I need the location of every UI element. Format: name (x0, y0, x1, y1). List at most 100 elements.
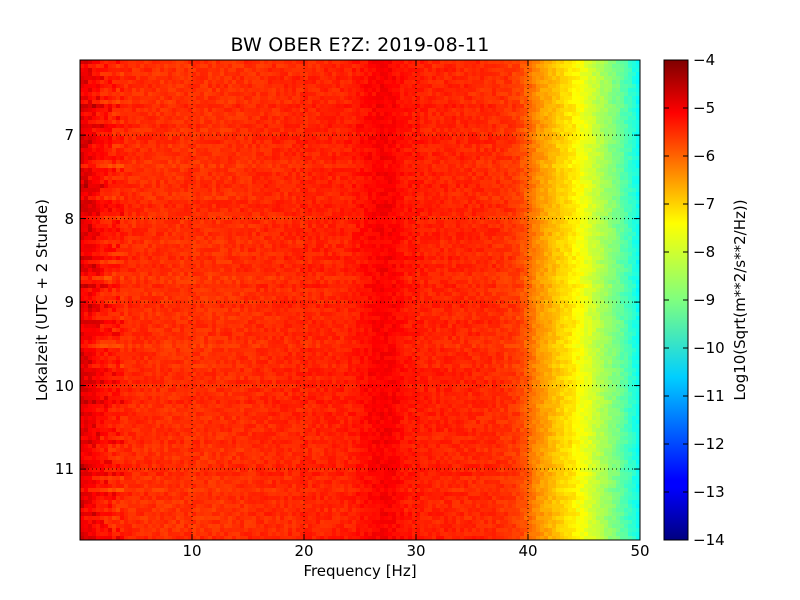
heatmap-cell (352, 148, 357, 153)
heatmap-cell (372, 88, 377, 93)
heatmap-cell (424, 176, 429, 181)
heatmap-cell (292, 168, 297, 173)
heatmap-cell (468, 168, 473, 173)
heatmap-cell (512, 92, 517, 97)
heatmap-cell (588, 136, 593, 141)
heatmap-cell (312, 124, 317, 129)
heatmap-cell (532, 172, 537, 177)
heatmap-cell (444, 92, 449, 97)
heatmap-cell (196, 156, 201, 161)
heatmap-cell (404, 164, 409, 169)
heatmap-cell (444, 128, 449, 133)
heatmap-cell (384, 124, 389, 129)
heatmap-cell (240, 112, 245, 117)
heatmap-cell (152, 124, 157, 129)
heatmap-cell (232, 80, 237, 85)
heatmap-cell (392, 132, 397, 137)
heatmap-cell (496, 112, 501, 117)
heatmap-cell (108, 128, 113, 133)
heatmap-cell (276, 80, 281, 85)
heatmap-cell (396, 172, 401, 177)
heatmap-cell (148, 92, 153, 97)
heatmap-cell (384, 120, 389, 125)
heatmap-cell (92, 180, 97, 185)
heatmap-cell (440, 152, 445, 157)
heatmap-cell (420, 128, 425, 133)
heatmap-cell (376, 152, 381, 157)
heatmap-cell (564, 168, 569, 173)
heatmap-cell (112, 76, 117, 81)
heatmap-cell (92, 96, 97, 101)
heatmap-cell (344, 116, 349, 121)
heatmap-cell (420, 100, 425, 105)
heatmap-cell (160, 108, 165, 113)
heatmap-cell (428, 120, 433, 125)
heatmap-cell (104, 148, 109, 153)
heatmap-cell (284, 100, 289, 105)
heatmap-cell (84, 108, 89, 113)
heatmap-cell (152, 84, 157, 89)
heatmap-cell (248, 96, 253, 101)
heatmap-cell (120, 76, 125, 81)
heatmap-cell (144, 140, 149, 145)
heatmap-cell (328, 144, 333, 149)
heatmap-cell (336, 152, 341, 157)
heatmap-cell (252, 148, 257, 153)
heatmap-cell (384, 88, 389, 93)
heatmap-cell (616, 156, 621, 161)
heatmap-cell (596, 100, 601, 105)
heatmap-cell (556, 116, 561, 121)
heatmap-cell (348, 80, 353, 85)
heatmap-cell (316, 104, 321, 109)
heatmap-cell (408, 76, 413, 81)
heatmap-cell (476, 136, 481, 141)
heatmap-cell (372, 136, 377, 141)
heatmap-cell (332, 124, 337, 129)
heatmap-cell (440, 128, 445, 133)
heatmap-cell (564, 104, 569, 109)
heatmap-cell (112, 164, 117, 169)
heatmap-cell (400, 124, 405, 129)
heatmap-cell (328, 112, 333, 117)
heatmap-cell (564, 96, 569, 101)
heatmap-cell (392, 148, 397, 153)
heatmap-cell (460, 140, 465, 145)
heatmap-cell (208, 68, 213, 73)
heatmap-cell (344, 104, 349, 109)
heatmap-cell (628, 132, 633, 137)
heatmap-cell (460, 72, 465, 77)
heatmap-cell (192, 76, 197, 81)
heatmap-cell (184, 144, 189, 149)
heatmap-cell (204, 108, 209, 113)
heatmap-cell (456, 164, 461, 169)
heatmap-cell (484, 76, 489, 81)
heatmap-cell (572, 76, 577, 81)
heatmap-cell (152, 144, 157, 149)
heatmap-cell (180, 108, 185, 113)
heatmap-cell (336, 168, 341, 173)
heatmap-cell (264, 172, 269, 177)
heatmap-cell (284, 80, 289, 85)
heatmap-cell (352, 132, 357, 137)
heatmap-cell (164, 76, 169, 81)
heatmap-cell (360, 176, 365, 181)
heatmap-cell (404, 100, 409, 105)
heatmap-cell (208, 124, 213, 129)
heatmap-cell (452, 68, 457, 73)
heatmap-cell (260, 140, 265, 145)
heatmap-cell (232, 92, 237, 97)
heatmap-cell (560, 124, 565, 129)
heatmap-cell (628, 100, 633, 105)
heatmap-cell (380, 160, 385, 165)
heatmap-cell (444, 116, 449, 121)
heatmap-cell (256, 164, 261, 169)
heatmap-cell (280, 80, 285, 85)
heatmap-cell (348, 176, 353, 181)
heatmap-cell (304, 84, 309, 89)
heatmap-cell (632, 96, 637, 101)
heatmap-cell (212, 84, 217, 89)
heatmap-cell (400, 64, 405, 69)
heatmap-cell (244, 84, 249, 89)
heatmap-cell (580, 148, 585, 153)
heatmap-cell (372, 112, 377, 117)
